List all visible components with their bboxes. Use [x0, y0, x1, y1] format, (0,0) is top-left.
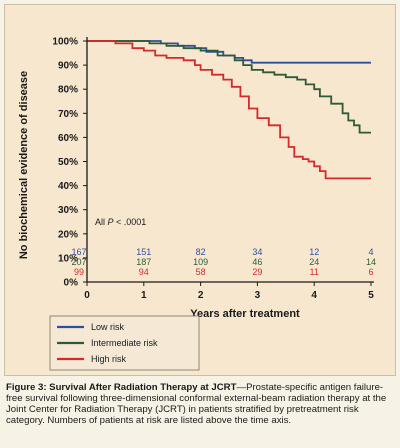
- survival-curve-1: [87, 40, 371, 134]
- p-annotation-value: < .0001: [114, 217, 147, 227]
- legend: Low risk Intermediate risk High risk: [49, 315, 200, 371]
- x-tick-label: 5: [368, 290, 374, 301]
- y-tick-label: 70%: [58, 109, 78, 120]
- y-tick-label: 30%: [58, 205, 78, 216]
- at-risk-count: 29: [252, 267, 262, 277]
- y-tick-label: 100%: [52, 37, 78, 48]
- legend-label: Low risk: [91, 322, 125, 332]
- y-tick-label: 80%: [58, 85, 78, 96]
- at-risk-count: 99: [74, 267, 84, 277]
- at-risk-count: 167: [71, 247, 86, 257]
- x-axis-title: Years after treatment: [190, 308, 300, 320]
- at-risk-count: 24: [309, 257, 319, 267]
- x-tick-label: 1: [141, 290, 147, 301]
- at-risk-count: 187: [136, 257, 151, 267]
- at-risk-count: 12: [309, 247, 319, 257]
- at-risk-count: 6: [368, 267, 373, 277]
- y-tick-label: 90%: [58, 61, 78, 72]
- at-risk-count: 34: [252, 247, 262, 257]
- x-tick-label: 2: [198, 290, 204, 301]
- at-risk-count: 11: [310, 267, 319, 277]
- y-axis-title: No biochemical evidence of disease: [18, 71, 30, 259]
- at-risk-count: 207: [71, 257, 86, 267]
- y-tick-label: 40%: [58, 181, 78, 192]
- at-risk-count: 4: [368, 247, 373, 257]
- x-tick-label: 3: [255, 290, 261, 301]
- x-tick-label: 4: [311, 290, 317, 301]
- at-risk-count: 94: [139, 267, 149, 277]
- at-risk-count: 14: [366, 257, 376, 267]
- legend-label: Intermediate risk: [91, 338, 158, 348]
- y-tick-label: 20%: [58, 229, 78, 240]
- caption-body: —Prostate-specific antigen failure-free …: [6, 382, 387, 426]
- survival-curve-2: [87, 40, 371, 180]
- at-risk-count: 58: [196, 267, 206, 277]
- figure-caption: Figure 3: Survival After Radiation Thera…: [6, 382, 394, 427]
- p-annotation-p: P: [108, 217, 114, 227]
- legend-label: High risk: [91, 354, 127, 364]
- y-tick-label: 60%: [58, 133, 78, 144]
- y-tick-label: 10%: [58, 253, 78, 264]
- at-risk-count: 109: [193, 257, 208, 267]
- y-tick-label: 50%: [58, 157, 78, 168]
- at-risk-count: 82: [196, 247, 206, 257]
- p-value-annotation: All P < .0001: [95, 217, 146, 227]
- p-annotation-prefix: All: [95, 217, 108, 227]
- at-risk-count: 46: [252, 257, 262, 267]
- caption-title: Figure 3: Survival After Radiation Thera…: [6, 382, 237, 393]
- at-risk-count: 151: [136, 247, 151, 257]
- x-tick-label: 0: [84, 290, 90, 301]
- y-tick-label: 0%: [64, 278, 79, 289]
